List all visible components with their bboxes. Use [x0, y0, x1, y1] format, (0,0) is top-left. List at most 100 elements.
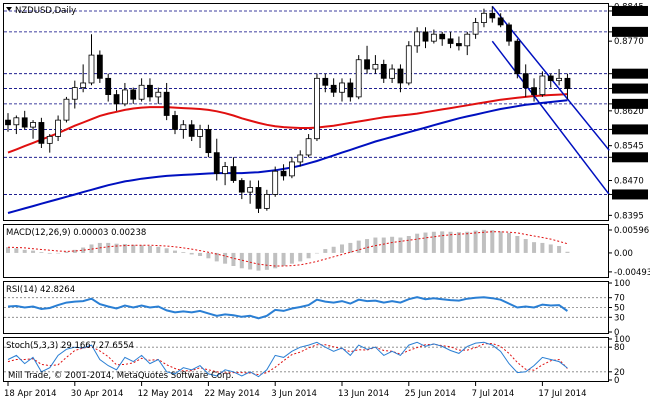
candle — [147, 78, 153, 102]
candle-body — [21, 117, 28, 128]
candle — [88, 34, 95, 86]
moving-averages — [7, 93, 568, 214]
price-tick-highlight — [612, 124, 648, 135]
candle-body — [547, 75, 554, 82]
macd-bar — [523, 239, 528, 253]
macd-bar — [557, 246, 562, 253]
candle-body — [497, 17, 504, 26]
candle-body — [305, 138, 312, 156]
candle — [355, 55, 362, 100]
candle — [247, 180, 254, 204]
candle — [506, 22, 512, 46]
candle-body — [155, 91, 162, 98]
candle-body — [455, 43, 462, 47]
macd-bar — [323, 249, 328, 253]
macd-bar — [565, 251, 570, 253]
macd-bar — [139, 245, 144, 253]
candle — [5, 113, 11, 132]
macd-signal-line — [7, 231, 568, 267]
candle — [322, 73, 329, 93]
rsi-line — [7, 296, 568, 320]
candle-body — [380, 63, 387, 79]
candle — [280, 164, 287, 181]
candle-body — [46, 135, 53, 144]
moving-average-line — [7, 99, 568, 214]
stoch-label: Stoch(5,3,3) 29.1667 27.6554 — [6, 341, 134, 351]
price-tick-label: 0.8470 — [614, 177, 644, 187]
candle-body — [163, 91, 170, 116]
macd-bar — [256, 252, 261, 271]
candle-body — [481, 12, 487, 23]
macd-bar — [532, 242, 537, 253]
candle — [439, 31, 446, 46]
candle-body — [230, 166, 237, 181]
macd-bar — [498, 231, 503, 253]
macd-bar — [6, 247, 10, 253]
time-axis: 18 Apr 2014 30 Apr 2014 12 May 2014 22 May … — [4, 382, 587, 399]
macd-bar — [147, 246, 152, 253]
indicator-tick-label: 20 — [614, 368, 625, 378]
macd-bar — [231, 252, 236, 266]
candle-body — [506, 24, 512, 42]
candle — [380, 59, 387, 83]
candle-body — [13, 117, 20, 126]
indicator-tick-label: 80 — [614, 343, 625, 353]
candle-body — [272, 170, 279, 195]
macd-bar — [390, 236, 395, 253]
price-tick-label: 0.8770 — [614, 37, 644, 47]
candle-body — [188, 124, 195, 137]
candle-body — [322, 77, 329, 86]
candle-body — [464, 33, 471, 47]
price-tick-highlight — [612, 26, 648, 37]
macd-bar — [548, 244, 553, 253]
price-tick-highlight — [612, 152, 648, 163]
symbol-dropdown-icon[interactable] — [6, 7, 12, 11]
candle — [556, 69, 562, 86]
candle-body — [314, 77, 320, 140]
candle — [230, 157, 237, 183]
candle-body — [522, 73, 529, 89]
indicator-tick-label: 100 — [614, 335, 630, 345]
stoch-k-line — [7, 341, 568, 378]
rsi-label: RSI(14) 42.8264 — [6, 285, 75, 295]
candle-body — [55, 119, 61, 137]
price-tick-label: 0.8635 — [614, 100, 644, 110]
indicator-tick-label: 0 — [614, 328, 619, 338]
stoch-d-line — [7, 342, 568, 376]
candle-body — [147, 84, 153, 98]
candle — [80, 64, 87, 93]
candle — [105, 73, 112, 102]
macd-bar — [398, 237, 403, 253]
candle — [30, 120, 36, 139]
candle — [339, 78, 345, 102]
macd-bar — [64, 251, 69, 253]
candle-body — [122, 89, 128, 105]
candle — [46, 134, 53, 153]
time-tick-label: 30 Apr 2014 — [71, 389, 124, 399]
price-tick-highlight — [612, 83, 648, 94]
macd-bar — [473, 230, 478, 253]
macd-bar — [164, 248, 169, 253]
macd-bar — [189, 252, 194, 255]
macd-bar — [365, 239, 370, 253]
candle-body — [439, 33, 446, 40]
macd-bar — [515, 236, 520, 253]
candle — [63, 96, 70, 123]
candle-body — [80, 82, 87, 89]
indicator-tick-label: 0 — [614, 376, 619, 386]
candle — [447, 31, 454, 49]
time-tick-label: 3 Jun 2014 — [271, 389, 317, 399]
candle-body — [347, 82, 354, 98]
candle — [288, 157, 295, 179]
candle-body — [213, 152, 220, 174]
candle — [297, 150, 304, 167]
candle-body — [297, 154, 304, 163]
candle-body — [539, 75, 546, 95]
candle-body — [414, 31, 421, 47]
candle — [455, 36, 462, 51]
footer-copyright: Mill Trade, © 2001-2014, MetaQuotes Soft… — [8, 371, 234, 381]
stoch-panel-frame — [3, 337, 609, 382]
candle — [489, 6, 496, 23]
candle — [539, 71, 546, 97]
candle — [531, 78, 537, 102]
